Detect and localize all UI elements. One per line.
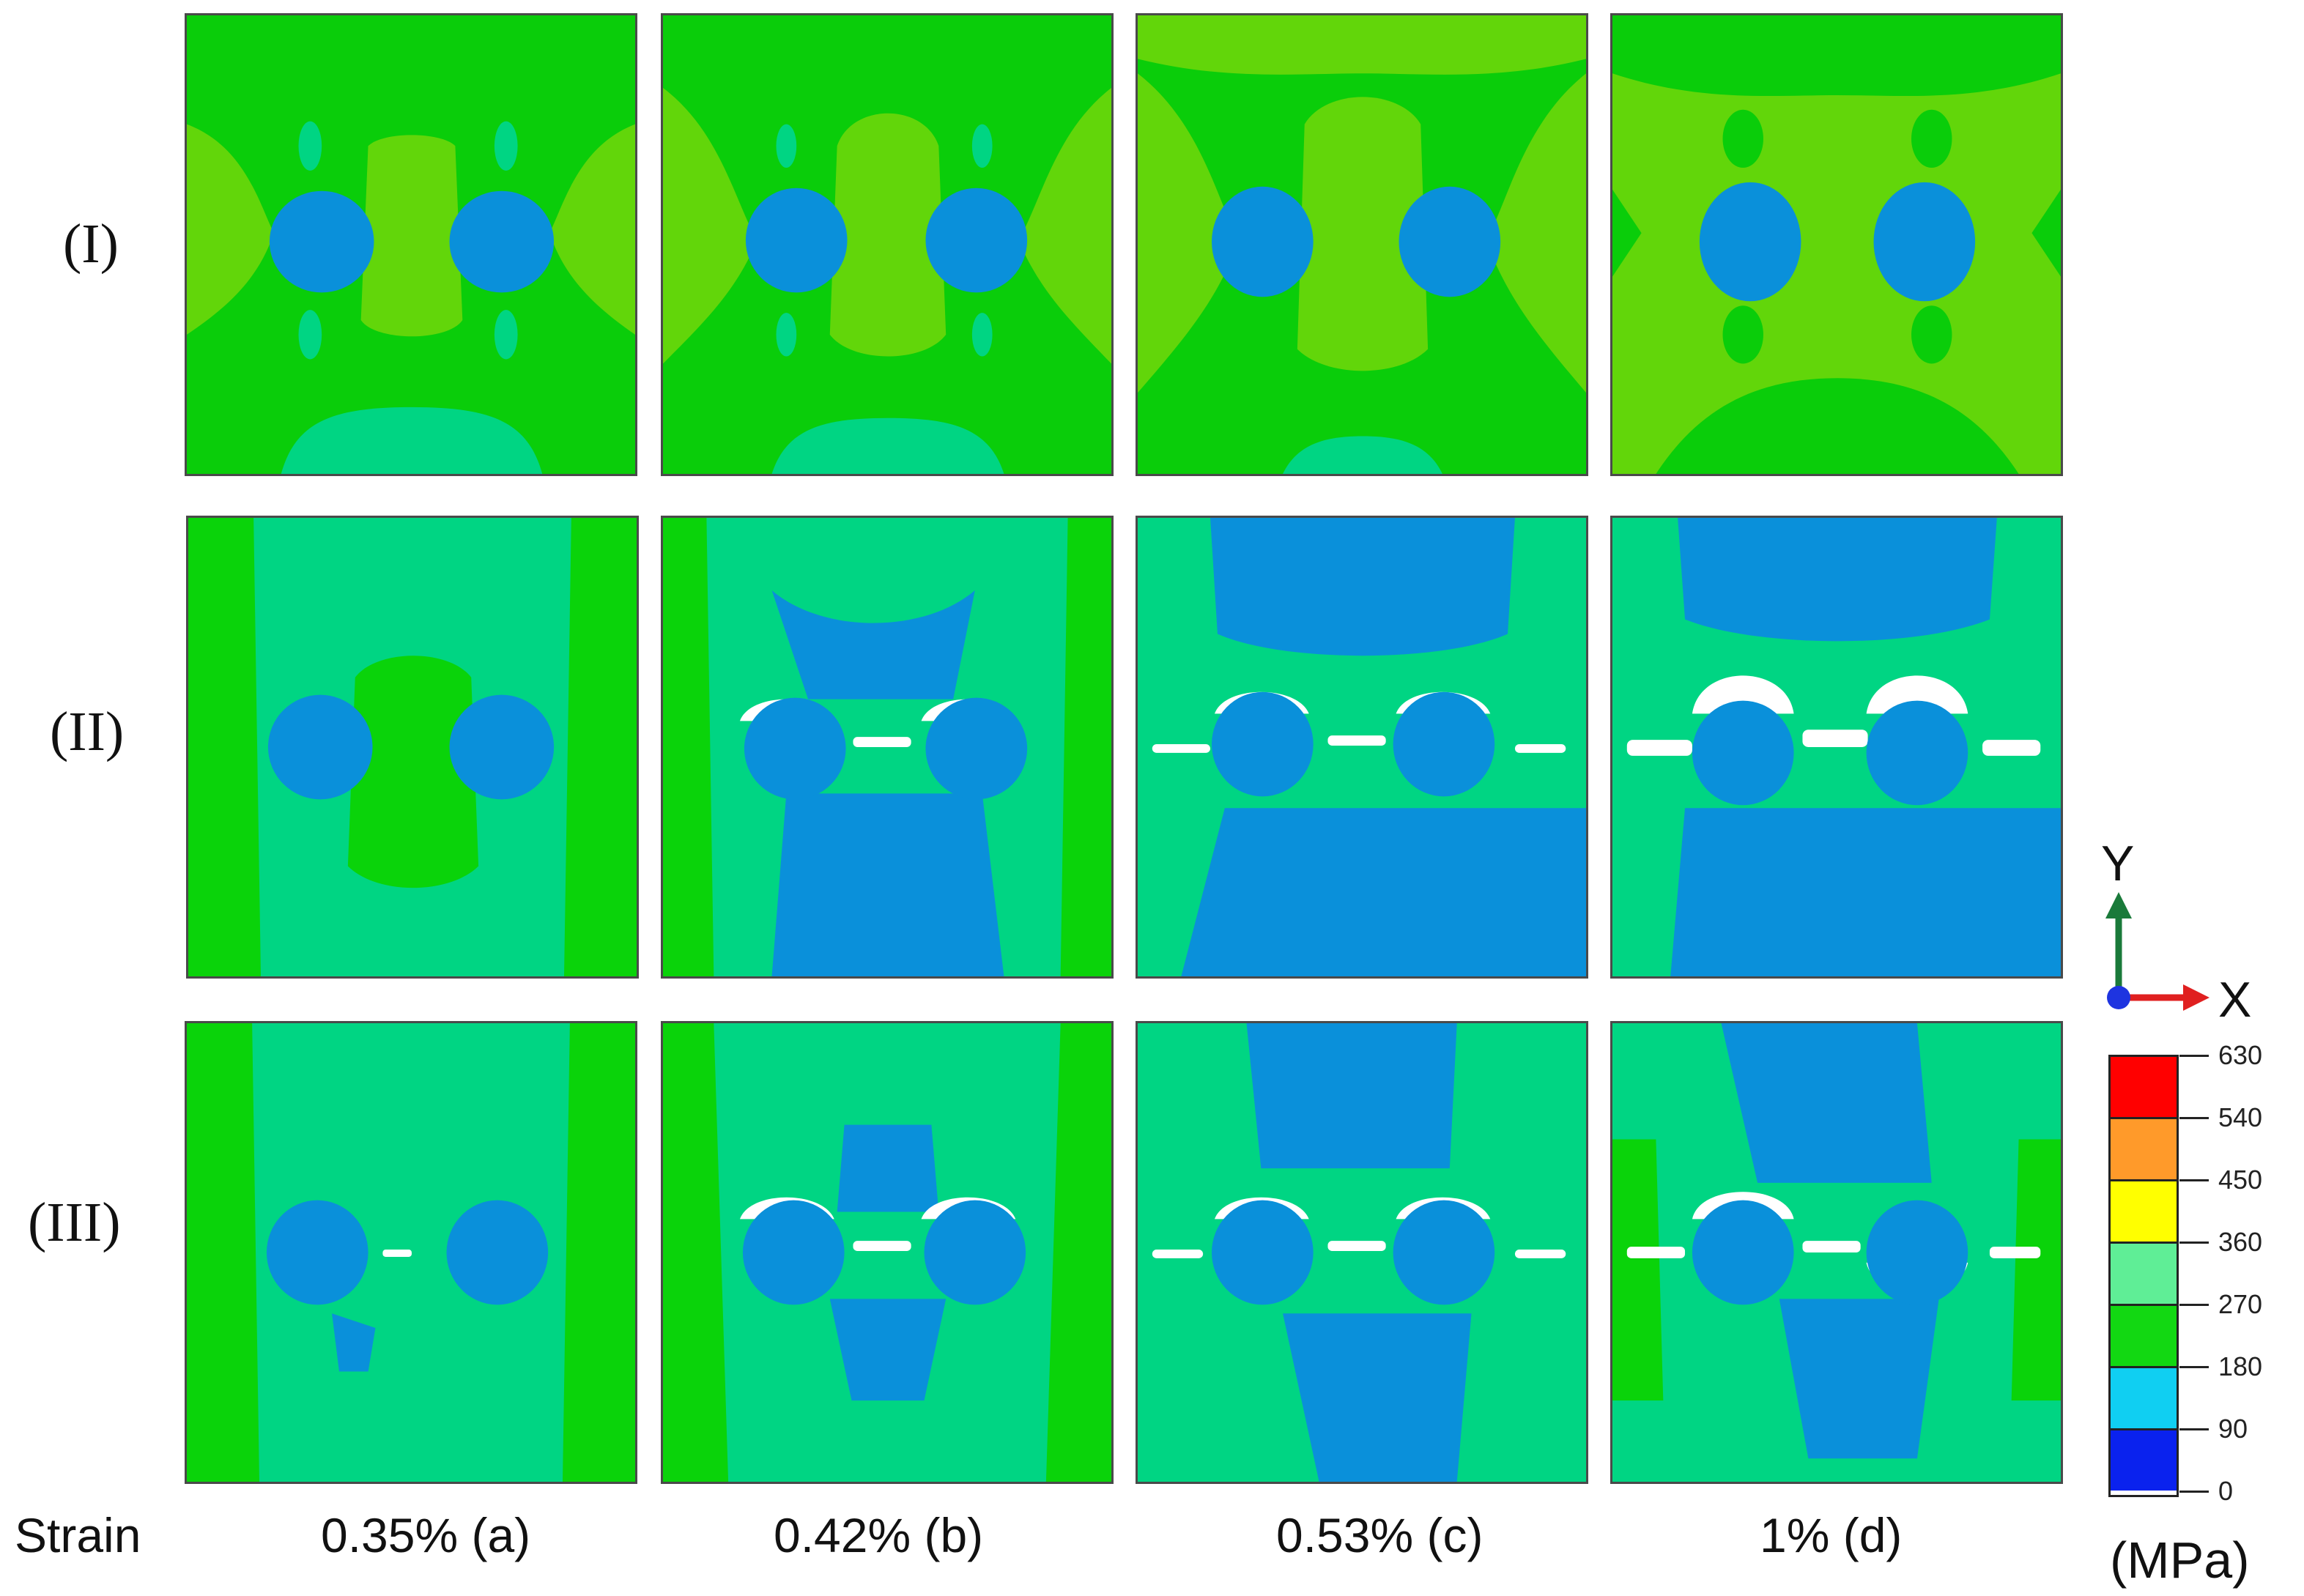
contour-panel-III-d — [1610, 1021, 2063, 1484]
stress-colorbar — [2108, 1055, 2179, 1497]
axis-triad: Y X — [2101, 836, 2251, 1025]
strain-label-d: 1% (d) — [1760, 1508, 1903, 1562]
contour-panel-III-c — [1136, 1021, 1588, 1484]
y-axis-label: Y — [2101, 836, 2134, 891]
colorbar-swatch — [2111, 1366, 2177, 1428]
contour-panel-II-a — [186, 516, 639, 979]
colorbar-swatch — [2111, 1117, 2177, 1179]
colorbar-tick — [2179, 1055, 2209, 1057]
x-axis-label: X — [2218, 972, 2251, 1025]
colorbar-label: 270 — [2218, 1289, 2263, 1319]
row-label-II: (II) — [50, 701, 125, 762]
strain-label-b: 0.42% (b) — [774, 1508, 984, 1562]
strain-label-c: 0.53% (c) — [1276, 1508, 1483, 1562]
strain-label-a: 0.35% (a) — [321, 1508, 531, 1562]
colorbar-swatch — [2111, 1055, 2177, 1117]
colorbar-tick — [2179, 1241, 2209, 1244]
colorbar-tick — [2179, 1117, 2209, 1119]
colorbar-tick — [2179, 1366, 2209, 1368]
contour-panel-III-b — [661, 1021, 1114, 1484]
contour-panel-II-b — [661, 516, 1114, 979]
colorbar-tick — [2179, 1491, 2209, 1493]
contour-panel-I-b — [661, 13, 1114, 476]
strain-axis-label: Strain — [15, 1508, 141, 1562]
z-axis-dot — [2107, 986, 2130, 1009]
contour-panel-III-a — [185, 1021, 637, 1484]
colorbar-tick — [2179, 1428, 2209, 1430]
colorbar-tick — [2179, 1304, 2209, 1306]
colorbar-label: 630 — [2218, 1040, 2263, 1070]
colorbar-tick — [2179, 1179, 2209, 1181]
colorbar-label: 450 — [2218, 1165, 2263, 1195]
colorbar-label: 360 — [2218, 1227, 2263, 1257]
colorbar-label: 0 — [2218, 1476, 2234, 1506]
colorbar-unit-label: (MPa) — [2110, 1532, 2250, 1589]
contour-panel-II-d — [1610, 516, 2063, 979]
contour-panel-I-a — [185, 13, 637, 476]
contour-panel-I-d — [1610, 13, 2063, 476]
colorbar-swatch — [2111, 1304, 2177, 1366]
contour-panel-I-c — [1136, 13, 1588, 476]
colorbar-label: 90 — [2218, 1414, 2248, 1444]
colorbar-label: 540 — [2218, 1102, 2263, 1132]
colorbar-swatch — [2111, 1241, 2177, 1304]
row-label-III: (III) — [28, 1192, 121, 1253]
colorbar-swatch — [2111, 1179, 2177, 1241]
row-label-I: (I) — [63, 213, 119, 275]
contour-panel-II-c — [1136, 516, 1588, 979]
colorbar-swatch — [2111, 1428, 2177, 1491]
colorbar-label: 180 — [2218, 1351, 2263, 1381]
